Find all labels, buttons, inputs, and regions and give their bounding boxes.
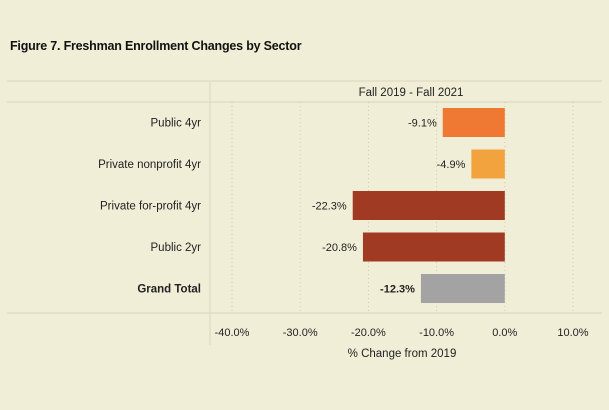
panel-title: Fall 2019 - Fall 2021	[359, 87, 464, 99]
data-label: -20.8%	[322, 242, 357, 254]
x-tick-label: 0.0%	[492, 327, 517, 339]
category-label: Grand Total	[137, 284, 201, 296]
value-labels: -9.1% -4.9% -22.3% -20.8% -12.3%	[312, 118, 466, 296]
x-tick-label: -20.0%	[351, 327, 386, 339]
data-label: -22.3%	[312, 201, 347, 213]
x-tick-label: -30.0%	[283, 327, 318, 339]
category-label: Private nonprofit 4yr	[98, 159, 201, 171]
bar	[352, 191, 505, 220]
data-label: -9.1%	[408, 118, 437, 130]
category-label: Public 4yr	[151, 118, 202, 130]
category-label: Private for-profit 4yr	[100, 201, 201, 213]
x-tick-label: 10.0%	[557, 327, 588, 339]
bar	[442, 108, 505, 137]
bar	[362, 232, 505, 262]
bar	[471, 149, 505, 179]
x-tick-labels: -40.0% -30.0% -20.0% -10.0% 0.0% 10.0%	[215, 327, 589, 339]
bars	[352, 108, 505, 303]
x-axis-title: % Change from 2019	[348, 348, 457, 360]
bar	[420, 274, 505, 303]
chart-frame	[7, 80, 602, 345]
data-label: -12.3%	[380, 284, 415, 296]
x-tick-label: -40.0%	[215, 327, 250, 339]
chart-title: Figure 7. Freshman Enrollment Changes by…	[10, 39, 302, 53]
data-label: -4.9%	[437, 159, 466, 171]
category-labels: Public 4yr Private nonprofit 4yr Private f…	[98, 118, 201, 296]
category-label: Public 2yr	[151, 242, 202, 254]
x-tick-label: -10.0%	[419, 327, 454, 339]
